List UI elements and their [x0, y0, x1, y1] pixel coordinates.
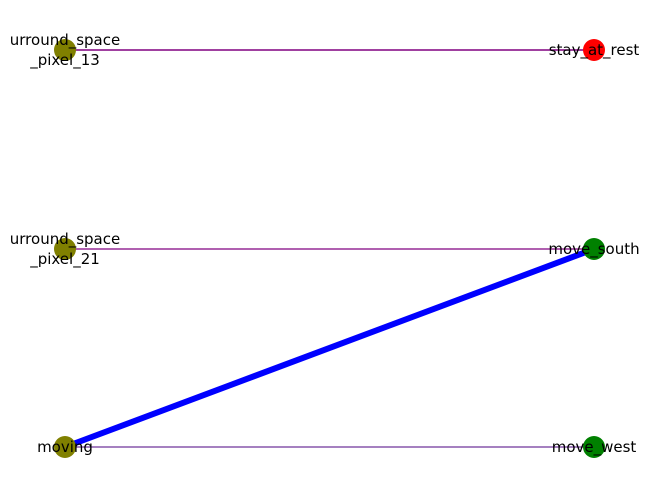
node-n5	[583, 238, 605, 260]
node-label-line: move_south	[548, 240, 639, 259]
node-label-n1: urround_space _pixel_13	[10, 31, 120, 70]
node-label-n6: move_west	[552, 438, 637, 457]
node-n4	[583, 39, 605, 61]
node-label-line: move_west	[552, 438, 637, 457]
nodes-layer	[54, 39, 605, 458]
node-n2	[54, 238, 76, 260]
node-label-line: urround_space	[10, 230, 120, 249]
node-label-n5: move_south	[548, 240, 639, 259]
node-label-line: _pixel_21	[29, 250, 100, 269]
node-label-line: moving	[37, 438, 93, 456]
node-n6	[583, 436, 605, 458]
node-label-line: _pixel_13	[29, 51, 100, 70]
node-label-n4: stay_at_rest	[549, 41, 640, 60]
node-n3	[54, 436, 76, 458]
node-label-line: stay_at_rest	[549, 41, 640, 60]
node-label-n2: urround_space _pixel_21	[10, 230, 120, 269]
edge-n3-n5	[62, 246, 597, 450]
node-n1	[54, 39, 76, 61]
node-label-line: urround_space	[10, 31, 120, 50]
edges-layer	[62, 49, 597, 450]
node-label-n3: moving	[37, 438, 93, 456]
